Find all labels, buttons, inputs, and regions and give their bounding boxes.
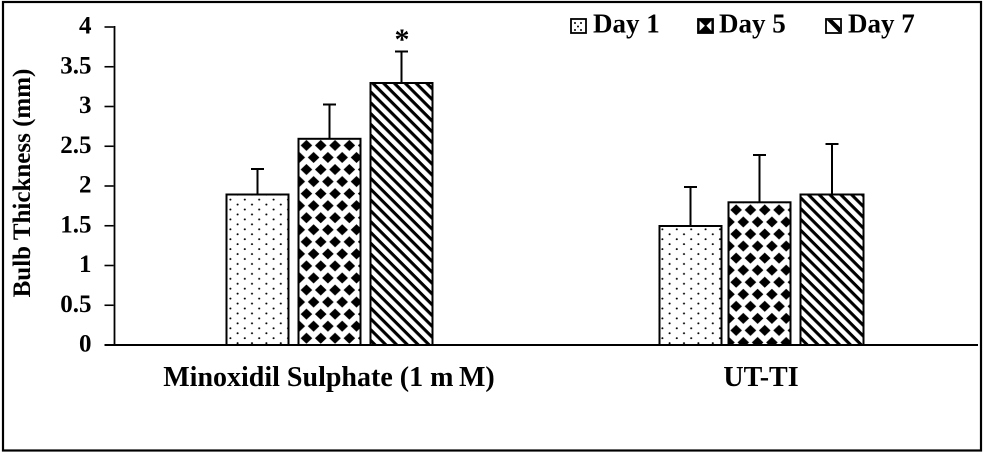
svg-text:0: 0 — [79, 331, 92, 358]
svg-text:2: 2 — [79, 172, 92, 199]
svg-text:3: 3 — [79, 92, 92, 119]
svg-text:3.5: 3.5 — [60, 52, 91, 79]
svg-text:Day 7: Day 7 — [848, 9, 915, 39]
svg-text:1: 1 — [79, 251, 92, 278]
svg-text:Minoxidil Sulphate (1 m M): Minoxidil Sulphate (1 m M) — [163, 362, 495, 393]
svg-text:Day 5: Day 5 — [719, 9, 786, 39]
svg-text:*: * — [395, 23, 410, 56]
svg-text:Day 1: Day 1 — [593, 9, 660, 39]
svg-text:4: 4 — [79, 13, 92, 40]
svg-text:0.5: 0.5 — [60, 291, 91, 318]
svg-text:1.5: 1.5 — [60, 211, 91, 238]
svg-text:UT-TI: UT-TI — [723, 362, 798, 393]
svg-text:2.5: 2.5 — [60, 132, 91, 159]
svg-text:Bulb Thickness (mm): Bulb Thickness (mm) — [9, 69, 36, 298]
